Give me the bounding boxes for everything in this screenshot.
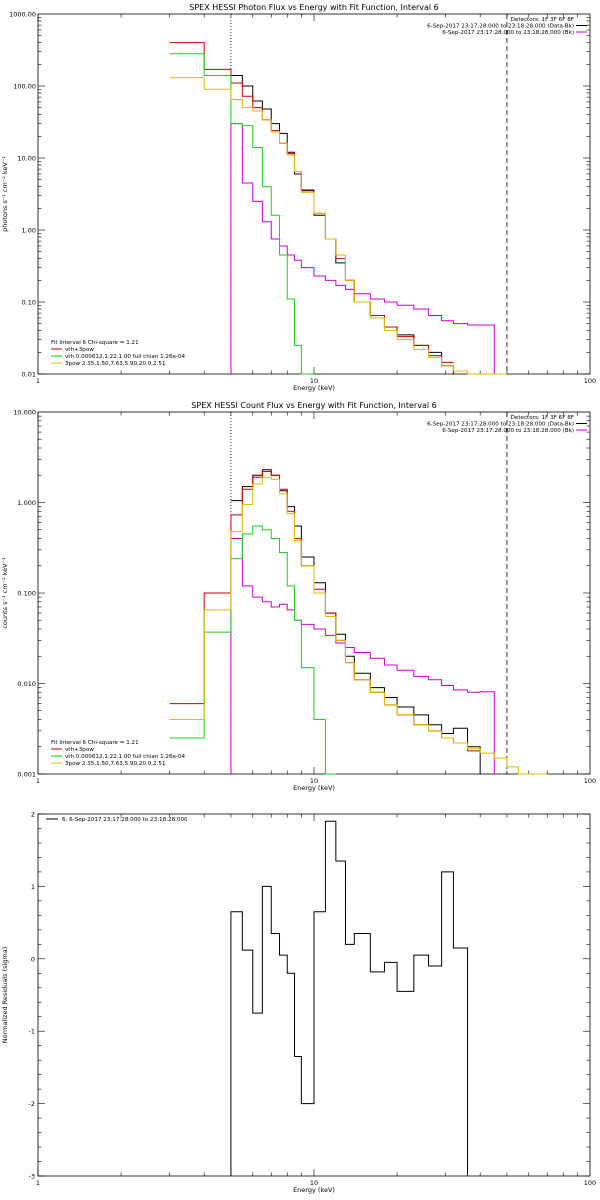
series-data-bk bbox=[230, 74, 454, 374]
x-tick-label: 1 bbox=[36, 777, 40, 785]
y-tick-label: -2 bbox=[29, 1100, 35, 1108]
series-vth bbox=[169, 525, 336, 775]
y-axis-label: counts s⁻¹ cm⁻² keV⁻¹ bbox=[1, 557, 9, 629]
x-axis-label: Energy (keV) bbox=[293, 384, 335, 392]
x-tick-label: 100 bbox=[584, 1179, 596, 1187]
legend-entry: vth 0.000612,1.22,1.00 full chian 1.26e-… bbox=[65, 754, 186, 760]
legend-entry: 6-Sep-2017 23:17:28.000 to 23:18:28.000 … bbox=[442, 428, 574, 434]
legend-entry: 3pow 2.35,1.50,7.63,5.90,20.0,2.51 bbox=[65, 361, 166, 367]
legend-entry: Fit Interval 6 Chi-square = 1.21 bbox=[51, 340, 139, 346]
legend-entry: 6-Sep-2017 23:17:28.000 to 23:18:28.000 … bbox=[442, 30, 574, 36]
legend-entry: vth+3pow bbox=[65, 747, 94, 753]
y-tick-label: 100.00 bbox=[13, 83, 36, 91]
y-tick-label: 0.01 bbox=[22, 371, 36, 379]
legend-entry: 6-Sep-2017 23:17:28.000 to 23:18:28.000 … bbox=[427, 24, 574, 30]
y-tick-label: -1 bbox=[29, 1028, 35, 1036]
x-tick-label: 10 bbox=[310, 377, 318, 385]
y-tick-label: 0.001 bbox=[17, 771, 36, 779]
legend-entry: vth+3pow bbox=[65, 347, 94, 353]
series-residuals bbox=[230, 820, 469, 1176]
x-tick-label: 1 bbox=[36, 377, 40, 385]
legend-entry: Fit Interval 6 Chi-square = 1.21 bbox=[51, 740, 139, 746]
y-tick-label: 1.000 bbox=[17, 499, 36, 507]
x-axis-label: Energy (keV) bbox=[293, 1186, 335, 1194]
y-tick-label: 0 bbox=[31, 955, 35, 963]
y-tick-label: 1.00 bbox=[22, 227, 36, 235]
legend-entry: Detectors: 1F 3F 6F 8F bbox=[511, 415, 574, 421]
legend-entry: 6-Sep-2017 23:17:28.000 to 23:18:28.000 … bbox=[427, 422, 574, 428]
y-tick-label: 0.010 bbox=[17, 680, 36, 688]
y-tick-label: 10.000 bbox=[13, 409, 36, 417]
legend-entry: Detectors: 1F 3F 6F 8F bbox=[511, 17, 574, 23]
x-tick-label: 1 bbox=[36, 1179, 40, 1187]
series-3pow bbox=[169, 476, 548, 775]
x-tick-label: 10 bbox=[310, 777, 318, 785]
legend-entry: 3pow 2.35,1.50,7.63,5.90,20.0,2.51 bbox=[65, 761, 166, 767]
series-vth-3pow bbox=[169, 42, 454, 363]
y-tick-label: 0.100 bbox=[17, 590, 36, 598]
chart-title: SPEX HESSI Photon Flux vs Energy with Fi… bbox=[189, 3, 439, 12]
x-tick-label: 100 bbox=[584, 777, 596, 785]
x-axis-label: Energy (keV) bbox=[293, 784, 335, 792]
y-axis-label: photons s⁻¹ cm⁻² keV⁻¹ bbox=[1, 156, 9, 232]
legend-entry: 6. 6-Sep-2017 23:17:28.000 to 23:18:28.0… bbox=[62, 817, 188, 823]
y-tick-label: -3 bbox=[29, 1173, 35, 1181]
y-tick-label: 1 bbox=[31, 883, 35, 891]
series-bk bbox=[230, 123, 495, 374]
series-3pow bbox=[169, 77, 507, 375]
y-tick-label: 10.00 bbox=[17, 155, 36, 163]
x-tick-label: 100 bbox=[584, 377, 596, 385]
y-tick-label: 0.10 bbox=[22, 299, 36, 307]
chart-title: SPEX HESSI Count Flux vs Energy with Fit… bbox=[191, 401, 436, 410]
x-tick-label: 10 bbox=[310, 1179, 318, 1187]
y-tick-label: 1000.00 bbox=[9, 11, 36, 19]
y-tick-label: 2 bbox=[31, 811, 35, 819]
series-data-bk bbox=[230, 469, 481, 774]
y-axis-label: Normalized Residuals (sigma) bbox=[1, 947, 9, 1044]
legend-entry: vth 0.000612,1.22,1.00 full chian 1.26e-… bbox=[65, 354, 186, 360]
series-bk bbox=[230, 538, 495, 774]
